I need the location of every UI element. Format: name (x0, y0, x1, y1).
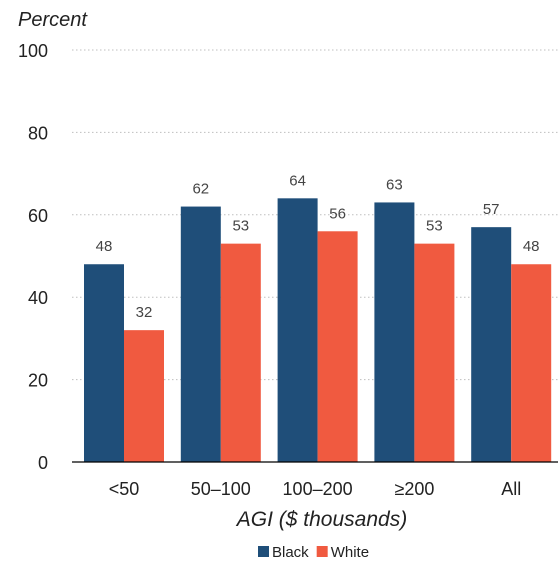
data-label: 53 (232, 218, 249, 235)
bar-black-4 (471, 227, 512, 462)
category-label: ≥200 (394, 479, 434, 499)
bar-black-2 (277, 198, 318, 462)
bars (84, 198, 552, 462)
data-label: 48 (96, 238, 113, 255)
y-tick-label: 40 (28, 288, 48, 308)
data-label: 53 (426, 218, 443, 235)
legend-label-black: Black (272, 544, 309, 561)
data-label: 57 (483, 201, 500, 218)
bar-black-1 (180, 206, 221, 462)
bar-white-4 (511, 264, 552, 462)
y-tick-labels: 0 20 40 60 80 100 (18, 41, 48, 473)
category-label: All (501, 479, 521, 499)
data-label: 32 (136, 304, 153, 321)
data-label: 56 (329, 205, 346, 222)
legend-label-white: White (331, 544, 369, 561)
y-tick-label: 60 (28, 206, 48, 226)
category-label: 50–100 (191, 479, 251, 499)
data-labels: 48 32 62 53 64 56 63 53 57 48 (96, 172, 540, 321)
y-tick-label: 100 (18, 41, 48, 61)
bar-black-3 (374, 202, 415, 462)
x-axis-title: AGI ($ thousands) (235, 508, 407, 531)
data-label: 62 (192, 181, 209, 198)
category-label: 100–200 (283, 479, 353, 499)
legend: Black White (258, 544, 369, 561)
data-label: 64 (289, 172, 306, 189)
category-labels: <50 50–100 100–200 ≥200 All (109, 479, 521, 499)
bar-white-1 (220, 243, 261, 462)
y-tick-label: 80 (28, 123, 48, 143)
bar-white-2 (317, 231, 358, 462)
legend-swatch-black (258, 546, 269, 557)
bar-white-3 (414, 243, 455, 462)
y-tick-label: 0 (38, 453, 48, 473)
legend-swatch-white (316, 546, 328, 557)
y-axis-title: Percent (18, 9, 88, 31)
data-label: 63 (386, 176, 403, 193)
y-tick-label: 20 (28, 371, 48, 391)
bar-white-0 (124, 330, 164, 462)
bar-black-0 (84, 264, 124, 462)
category-label: <50 (109, 479, 140, 499)
data-label: 48 (523, 238, 540, 255)
